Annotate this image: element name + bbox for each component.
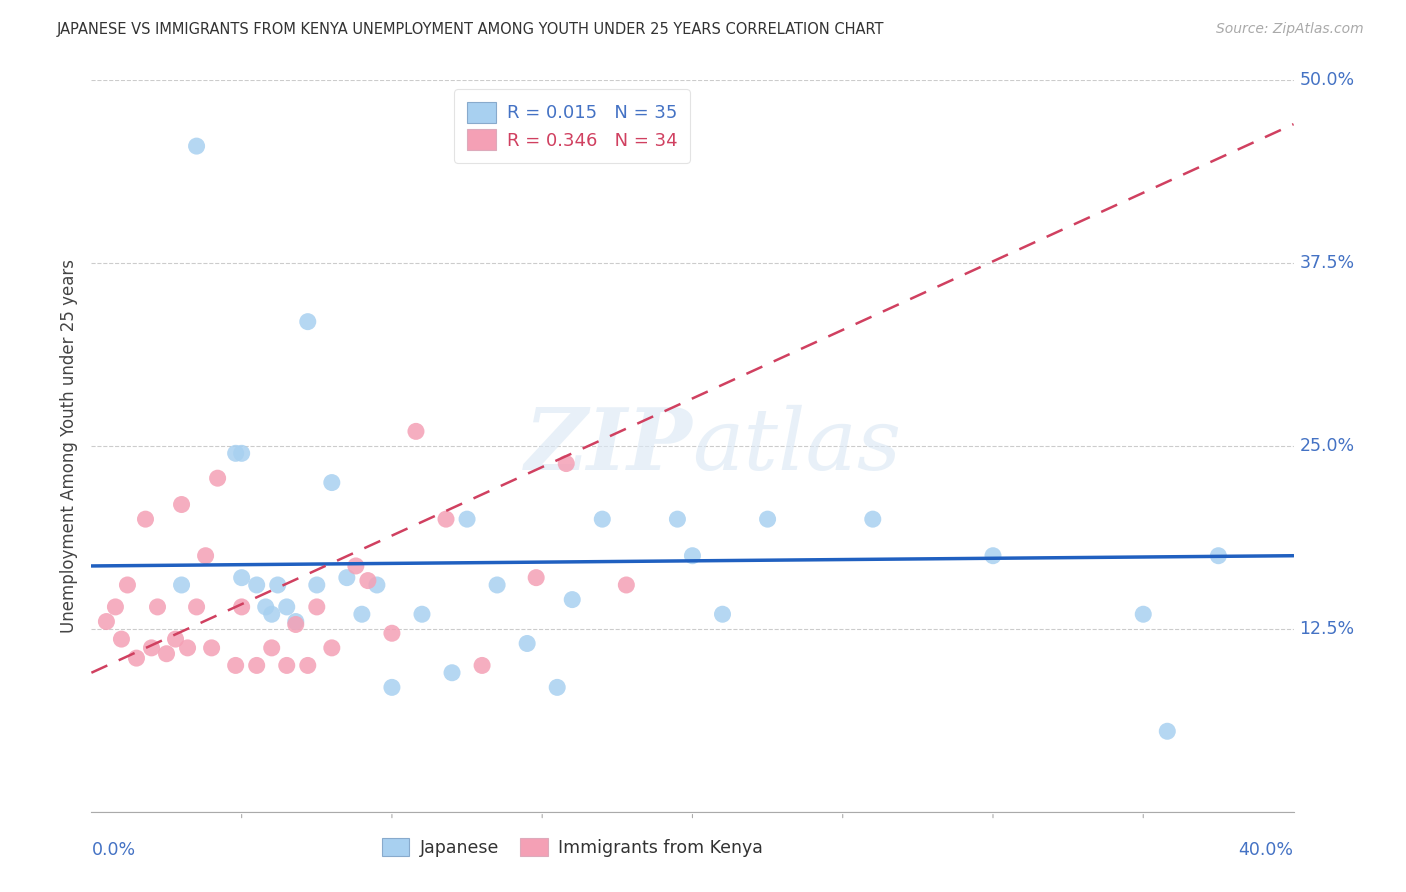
- Point: [155, 647, 177, 661]
- Point: [284, 615, 307, 629]
- Point: [297, 315, 319, 329]
- Point: [756, 512, 779, 526]
- Text: 25.0%: 25.0%: [1299, 437, 1354, 455]
- Point: [165, 632, 187, 646]
- Point: [141, 640, 163, 655]
- Point: [267, 578, 290, 592]
- Point: [186, 599, 208, 614]
- Text: ZIP: ZIP: [524, 404, 692, 488]
- Text: atlas: atlas: [692, 405, 901, 487]
- Point: [96, 615, 118, 629]
- Point: [110, 632, 132, 646]
- Point: [170, 498, 193, 512]
- Point: [434, 512, 457, 526]
- Point: [591, 512, 613, 526]
- Legend: Japanese, Immigrants from Kenya: Japanese, Immigrants from Kenya: [373, 829, 772, 865]
- Point: [231, 446, 253, 460]
- Point: [862, 512, 884, 526]
- Point: [134, 512, 156, 526]
- Point: [225, 446, 247, 460]
- Point: [711, 607, 734, 622]
- Point: [260, 607, 283, 622]
- Point: [297, 658, 319, 673]
- Text: 37.5%: 37.5%: [1299, 254, 1354, 272]
- Point: [666, 512, 689, 526]
- Text: 50.0%: 50.0%: [1299, 71, 1354, 89]
- Point: [170, 578, 193, 592]
- Point: [321, 640, 343, 655]
- Point: [357, 574, 380, 588]
- Point: [254, 599, 277, 614]
- Point: [516, 636, 538, 650]
- Point: [207, 471, 229, 485]
- Point: [146, 599, 169, 614]
- Point: [194, 549, 217, 563]
- Point: [276, 658, 298, 673]
- Point: [201, 640, 224, 655]
- Point: [276, 599, 298, 614]
- Point: [336, 571, 359, 585]
- Point: [104, 599, 127, 614]
- Text: 12.5%: 12.5%: [1299, 620, 1354, 638]
- Point: [344, 558, 367, 573]
- Point: [486, 578, 509, 592]
- Point: [381, 626, 404, 640]
- Point: [681, 549, 703, 563]
- Y-axis label: Unemployment Among Youth under 25 years: Unemployment Among Youth under 25 years: [60, 259, 79, 633]
- Point: [125, 651, 148, 665]
- Point: [186, 139, 208, 153]
- Point: [260, 640, 283, 655]
- Point: [366, 578, 388, 592]
- Point: [524, 571, 547, 585]
- Point: [350, 607, 373, 622]
- Text: JAPANESE VS IMMIGRANTS FROM KENYA UNEMPLOYMENT AMONG YOUTH UNDER 25 YEARS CORREL: JAPANESE VS IMMIGRANTS FROM KENYA UNEMPL…: [56, 22, 884, 37]
- Point: [546, 681, 568, 695]
- Text: Source: ZipAtlas.com: Source: ZipAtlas.com: [1216, 22, 1364, 37]
- Point: [284, 617, 307, 632]
- Point: [176, 640, 198, 655]
- Point: [411, 607, 433, 622]
- Point: [614, 578, 637, 592]
- Point: [555, 457, 578, 471]
- Text: 40.0%: 40.0%: [1239, 841, 1294, 859]
- Point: [456, 512, 478, 526]
- Point: [305, 578, 328, 592]
- Point: [381, 681, 404, 695]
- Point: [321, 475, 343, 490]
- Point: [471, 658, 494, 673]
- Point: [246, 658, 269, 673]
- Point: [440, 665, 463, 680]
- Point: [231, 571, 253, 585]
- Point: [1208, 549, 1230, 563]
- Point: [981, 549, 1004, 563]
- Text: 0.0%: 0.0%: [91, 841, 135, 859]
- Point: [225, 658, 247, 673]
- Point: [405, 425, 427, 439]
- Point: [231, 599, 253, 614]
- Point: [561, 592, 583, 607]
- Point: [305, 599, 328, 614]
- Point: [1156, 724, 1178, 739]
- Point: [246, 578, 269, 592]
- Point: [117, 578, 139, 592]
- Point: [1132, 607, 1154, 622]
